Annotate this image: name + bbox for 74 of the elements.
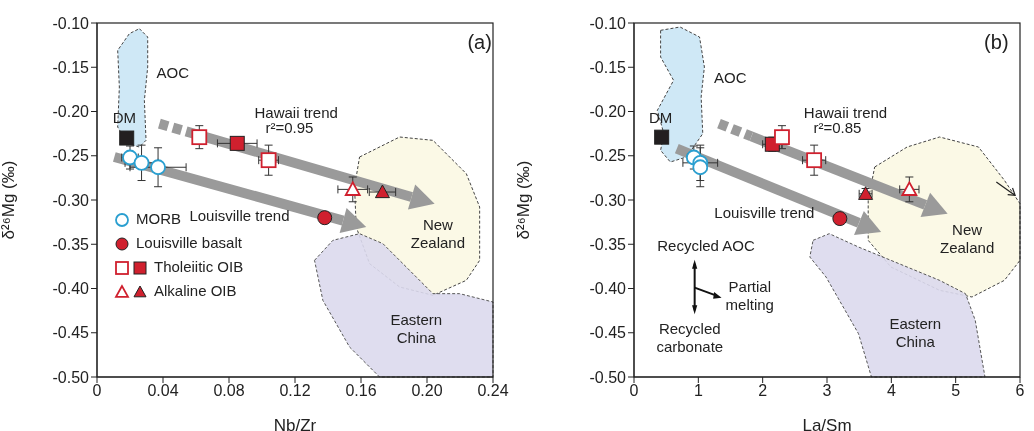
point xyxy=(191,129,208,146)
annotation: AOC xyxy=(156,63,190,81)
y-tick-label: -0.10 xyxy=(52,14,90,32)
x-tick-label: 0.20 xyxy=(411,382,443,400)
x-tick-label: 2 xyxy=(758,382,768,400)
annotation: DM xyxy=(112,108,137,126)
y-tick-label: -0.35 xyxy=(52,235,90,253)
legend-label: Tholeiitic OIB xyxy=(154,257,244,275)
x-tick-label: 0.24 xyxy=(477,382,509,400)
point xyxy=(229,135,245,151)
legend-label: Louisville basalt xyxy=(136,233,243,251)
y-tick-label: -0.45 xyxy=(589,324,627,342)
x-tick-label: 4 xyxy=(886,382,896,400)
y-tick-label: -0.25 xyxy=(589,147,627,165)
annotation: Eastern China xyxy=(889,314,942,350)
annotation: Hawaii trend xyxy=(803,103,888,121)
annotation: Recycled AOC xyxy=(657,236,755,254)
annotation: r²=0.85 xyxy=(813,118,862,136)
x-axis-title: La/Sm xyxy=(802,416,852,431)
point xyxy=(122,149,138,166)
annotation: Hawaii trend xyxy=(254,103,338,121)
point xyxy=(150,159,166,176)
x-tick-label: 0.16 xyxy=(345,382,377,400)
annotation: New Zealand xyxy=(940,221,995,257)
point xyxy=(654,129,670,145)
x-tick-label: 0.08 xyxy=(213,382,245,400)
annotation: Partial melting xyxy=(725,277,774,313)
y-tick-label: -0.20 xyxy=(589,103,627,121)
annotation: DM xyxy=(648,108,673,126)
point xyxy=(344,181,361,196)
point xyxy=(133,154,150,171)
y-tick-label: -0.45 xyxy=(52,324,90,342)
x-tick-label: 1 xyxy=(693,382,703,400)
point xyxy=(806,152,823,169)
annotation: (a) xyxy=(467,30,492,53)
y-tick-label: -0.50 xyxy=(52,368,90,386)
point xyxy=(774,129,790,146)
x-tick-label: 0.12 xyxy=(279,382,311,400)
y-tick-label: -0.25 xyxy=(52,147,90,165)
point xyxy=(317,210,333,226)
point xyxy=(260,152,277,169)
y-tick-label: -0.20 xyxy=(52,103,90,121)
annotation: Louisville trend xyxy=(714,203,815,221)
point xyxy=(692,159,709,176)
y-tick-label: -0.40 xyxy=(52,280,90,298)
y-axis-title: δ²⁶Mg (‰) xyxy=(0,160,19,240)
point xyxy=(374,184,390,199)
x-tick-label: 0 xyxy=(629,382,639,400)
x-tick-label: 0.04 xyxy=(147,382,179,400)
y-tick-label: -0.30 xyxy=(589,191,627,209)
y-tick-label: -0.50 xyxy=(589,368,627,386)
y-tick-label: -0.15 xyxy=(589,58,627,76)
x-tick-label: 3 xyxy=(822,382,832,400)
point xyxy=(119,130,135,146)
legend-label: Alkaline OIB xyxy=(154,281,237,299)
annotation: (b) xyxy=(984,30,1009,53)
legend-label: MORB xyxy=(136,209,181,227)
annotation: Recycled carbonate xyxy=(656,319,724,355)
x-tick-label: 0 xyxy=(92,382,102,400)
y-tick-label: -0.10 xyxy=(589,14,627,32)
y-tick-label: -0.35 xyxy=(589,235,627,253)
point xyxy=(832,211,848,227)
annotation: AOC xyxy=(714,68,747,86)
x-axis-title: Nb/Zr xyxy=(273,416,317,431)
y-tick-label: -0.15 xyxy=(52,58,90,76)
annotation: Louisville trend xyxy=(189,206,290,224)
annotation: Eastern China xyxy=(390,311,443,347)
x-tick-label: 5 xyxy=(951,382,961,400)
y-tick-label: -0.40 xyxy=(589,280,627,298)
annotation: r²=0.95 xyxy=(265,118,314,136)
annotation: New Zealand xyxy=(410,216,466,252)
y-tick-label: -0.30 xyxy=(52,191,90,209)
x-tick-label: 6 xyxy=(1015,382,1025,400)
y-axis-title: δ²⁶Mg (‰) xyxy=(514,160,534,240)
